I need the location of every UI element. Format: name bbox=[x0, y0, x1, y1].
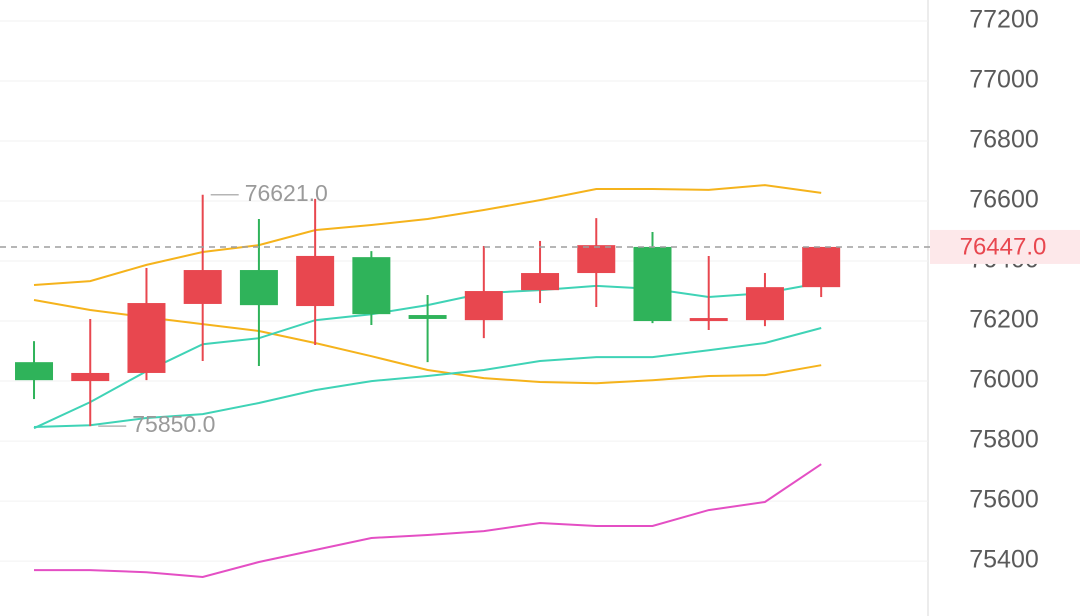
y-tick-label: 76000 bbox=[969, 366, 1039, 394]
candle-body bbox=[521, 273, 560, 291]
candle-body bbox=[296, 255, 335, 307]
candle-body bbox=[239, 270, 278, 306]
y-tick-label: 76800 bbox=[969, 126, 1039, 154]
candle-body bbox=[802, 246, 841, 288]
y-tick-label: 76200 bbox=[969, 306, 1039, 334]
candle-body bbox=[127, 303, 166, 373]
candle-body bbox=[408, 315, 447, 319]
annotation-label: 75850.0 bbox=[132, 411, 215, 437]
candle-body bbox=[352, 257, 391, 315]
y-tick-label: 75600 bbox=[969, 486, 1039, 514]
annotation-label: 76621.0 bbox=[245, 180, 328, 206]
candle-body bbox=[633, 246, 672, 322]
last-price-tag bbox=[930, 229, 1080, 264]
y-tick-label: 77200 bbox=[969, 6, 1039, 34]
candle-body bbox=[464, 291, 503, 321]
indicator-line bbox=[33, 327, 822, 428]
indicator-line bbox=[33, 184, 822, 286]
y-tick-label: 75800 bbox=[969, 426, 1039, 454]
candle-body bbox=[71, 372, 110, 382]
y-tick-label: 77000 bbox=[969, 66, 1039, 94]
y-tick-label: 76600 bbox=[969, 186, 1039, 214]
y-tick-label: 75400 bbox=[969, 546, 1039, 574]
candle-body bbox=[745, 287, 784, 321]
candle-body bbox=[577, 245, 616, 274]
candle-body bbox=[689, 318, 728, 322]
indicator-line bbox=[34, 463, 822, 579]
candle-body bbox=[183, 270, 222, 304]
last-price-label: 76447.0 bbox=[960, 233, 1047, 260]
candle-body bbox=[15, 362, 54, 381]
